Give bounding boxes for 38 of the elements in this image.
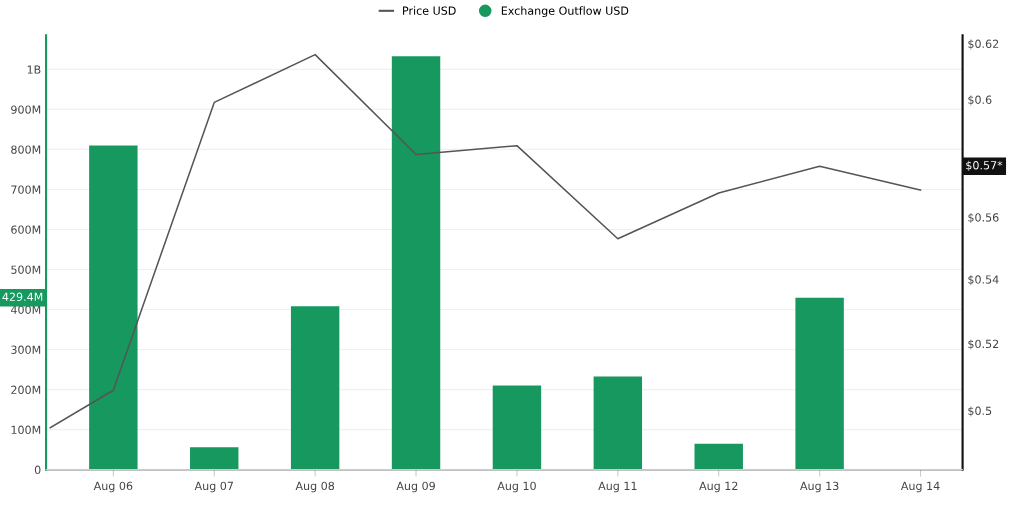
x-tick-label: Aug 07 xyxy=(194,481,233,493)
y-tick-label: 100M xyxy=(11,425,41,434)
y2-tick-label: $0.5 xyxy=(968,406,992,417)
y-tick-label: 1B xyxy=(27,65,41,74)
legend-label: Price USD xyxy=(403,6,456,15)
y-tick-label: 300M xyxy=(11,345,41,354)
text: 429.4M xyxy=(2,292,43,301)
x-tick-label: Aug 08 xyxy=(295,481,335,493)
y-tick-label: 400M xyxy=(10,305,41,314)
bar xyxy=(89,145,138,470)
text: $0.57* xyxy=(966,160,1003,171)
bar xyxy=(190,447,239,470)
legend-label: Exchange Outflow USD xyxy=(501,6,629,18)
y-tick-label: 800M xyxy=(11,145,41,154)
bar xyxy=(290,306,340,470)
y-tick-label: 600M xyxy=(11,225,41,234)
bar xyxy=(391,56,441,470)
y2-tick-label: $0.6 xyxy=(968,95,992,106)
y-tick-label: 0 xyxy=(34,465,41,475)
bar xyxy=(593,376,643,470)
y2-tick-label: $0.52 xyxy=(968,339,999,350)
y-tick-label: 500M xyxy=(11,265,41,274)
y-tick-label: 700M xyxy=(11,185,41,194)
bar xyxy=(492,385,542,470)
y-tick-label: 900M xyxy=(11,105,41,114)
y2-tick-label: $0.62 xyxy=(968,39,999,50)
x-tick-label: Aug 09 xyxy=(396,481,435,493)
x-tick-label: Aug 13 xyxy=(800,481,839,493)
bar xyxy=(694,443,743,470)
x-tick-label: Aug 14 xyxy=(900,481,940,493)
y2-tick-label: $0.54 xyxy=(968,275,999,286)
x-tick-label: Aug 10 xyxy=(497,481,536,493)
y-tick-label: 200M xyxy=(11,385,41,394)
y2-tick-label: $0.56 xyxy=(968,213,999,224)
x-tick-label: Aug 12 xyxy=(699,481,738,493)
bar xyxy=(795,297,844,470)
x-tick-label: Aug 11 xyxy=(598,481,637,493)
x-tick-label: Aug 06 xyxy=(93,481,133,493)
